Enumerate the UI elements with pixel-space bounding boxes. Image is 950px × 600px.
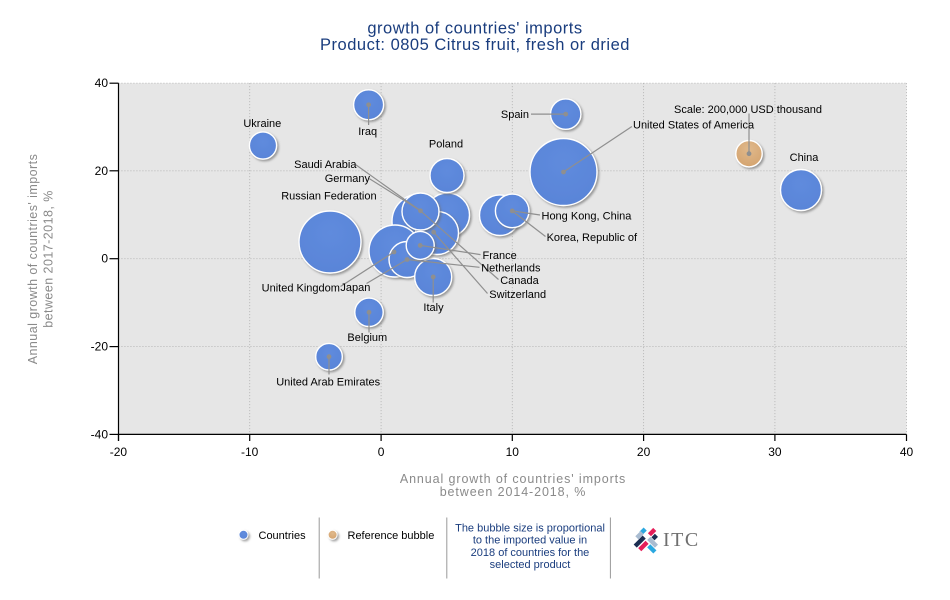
svg-text:China: China <box>790 152 820 164</box>
svg-text:10: 10 <box>506 445 520 459</box>
svg-text:Italy: Italy <box>423 302 444 314</box>
svg-text:-40: -40 <box>91 427 109 441</box>
svg-text:Spain: Spain <box>501 109 529 121</box>
svg-text:ITC: ITC <box>663 529 700 551</box>
svg-text:Annual growth of countries' im: Annual growth of countries' imports <box>400 472 626 486</box>
svg-text:between 2014-2018, %: between 2014-2018, % <box>440 485 587 499</box>
svg-text:Poland: Poland <box>429 139 463 151</box>
svg-text:Iraq: Iraq <box>358 126 377 138</box>
svg-text:-20: -20 <box>110 445 128 459</box>
svg-text:Germany: Germany <box>325 173 371 185</box>
svg-text:30: 30 <box>768 445 782 459</box>
svg-text:Reference bubble: Reference bubble <box>348 530 435 542</box>
svg-text:Russian Federation: Russian Federation <box>281 190 376 202</box>
svg-text:Countries: Countries <box>259 530 307 542</box>
svg-text:-10: -10 <box>241 445 259 459</box>
svg-text:2018 of countries for the: 2018 of countries for the <box>471 547 590 559</box>
svg-text:0: 0 <box>378 445 385 459</box>
svg-text:Annual growth of countries' im: Annual growth of countries' imports <box>26 154 40 365</box>
svg-text:The bubble size is proportiona: The bubble size is proportional <box>455 523 605 535</box>
svg-text:United States of America: United States of America <box>633 119 755 131</box>
svg-text:to the imported value in: to the imported value in <box>473 535 587 547</box>
svg-text:between 2017-2018, %: between 2017-2018, % <box>41 190 55 328</box>
svg-text:selected product: selected product <box>490 559 571 571</box>
svg-text:Scale: 200,000 USD thousand: Scale: 200,000 USD thousand <box>674 104 822 116</box>
svg-text:Ukraine: Ukraine <box>243 118 281 130</box>
svg-text:Korea, Republic of: Korea, Republic of <box>547 232 638 244</box>
svg-text:20: 20 <box>637 445 651 459</box>
svg-text:40: 40 <box>95 76 109 90</box>
svg-text:-20: -20 <box>91 340 109 354</box>
svg-text:France: France <box>483 250 517 262</box>
svg-text:Product: 0805 Citrus fruit, fr: Product: 0805 Citrus fruit, fresh or dri… <box>320 36 630 54</box>
svg-text:Japan: Japan <box>340 282 370 294</box>
svg-text:Netherlands: Netherlands <box>481 263 541 275</box>
svg-text:Saudi Arabia: Saudi Arabia <box>294 159 357 171</box>
svg-text:Hong Kong, China: Hong Kong, China <box>542 210 633 222</box>
svg-text:20: 20 <box>95 164 109 178</box>
svg-text:40: 40 <box>900 445 914 459</box>
svg-text:Belgium: Belgium <box>347 332 387 344</box>
svg-text:United Kingdom: United Kingdom <box>262 283 340 295</box>
svg-text:Switzerland: Switzerland <box>489 289 546 301</box>
svg-text:0: 0 <box>101 252 108 266</box>
svg-text:United Arab Emirates: United Arab Emirates <box>276 376 380 388</box>
svg-text:growth of countries' imports: growth of countries' imports <box>367 20 582 38</box>
svg-text:Canada: Canada <box>500 275 539 287</box>
